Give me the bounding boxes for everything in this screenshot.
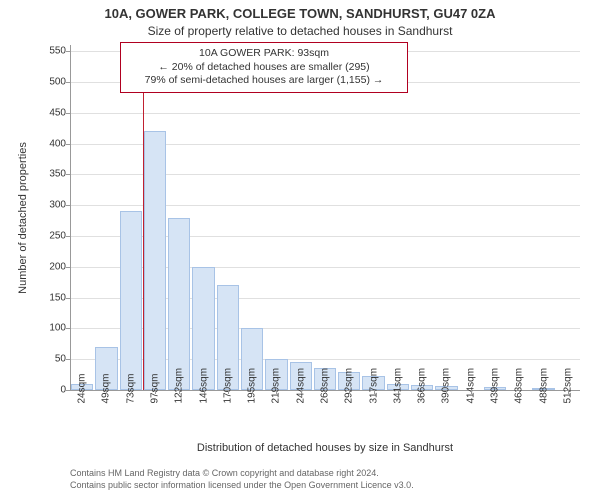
histogram-bar: [144, 131, 166, 390]
x-tick-mark: [349, 390, 350, 394]
annotation-box: 10A GOWER PARK: 93sqm ← 20% of detached …: [120, 42, 408, 93]
y-tick-label: 550: [49, 46, 66, 57]
x-tick-mark: [544, 390, 545, 394]
y-tick-mark: [66, 298, 70, 299]
x-tick-mark: [204, 390, 205, 394]
x-tick-mark: [519, 390, 520, 394]
y-tick-label: 500: [49, 76, 66, 87]
y-tick-label: 50: [55, 354, 66, 365]
x-tick-mark: [398, 390, 399, 394]
x-tick-mark: [228, 390, 229, 394]
y-tick-mark: [66, 82, 70, 83]
x-tick-mark: [374, 390, 375, 394]
y-tick-mark: [66, 267, 70, 268]
plot-area: [70, 45, 580, 390]
histogram-bar: [120, 211, 142, 390]
x-tick-mark: [301, 390, 302, 394]
x-tick-mark: [106, 390, 107, 394]
y-tick-mark: [66, 328, 70, 329]
y-tick-label: 200: [49, 261, 66, 272]
x-tick-mark: [568, 390, 569, 394]
x-tick-mark: [276, 390, 277, 394]
chart-container: 10A, GOWER PARK, COLLEGE TOWN, SANDHURST…: [0, 0, 600, 500]
y-tick-mark: [66, 236, 70, 237]
x-tick-mark: [422, 390, 423, 394]
y-tick-label: 350: [49, 169, 66, 180]
y-tick-mark: [66, 390, 70, 391]
annotation-line: 79% of semi-detached houses are larger (…: [129, 74, 399, 88]
annotation-line: ← 20% of detached houses are smaller (29…: [129, 61, 399, 75]
y-tick-mark: [66, 359, 70, 360]
title-address: 10A, GOWER PARK, COLLEGE TOWN, SANDHURST…: [0, 6, 600, 21]
title-subtitle: Size of property relative to detached ho…: [0, 24, 600, 38]
y-tick-label: 450: [49, 107, 66, 118]
x-axis-label: Distribution of detached houses by size …: [70, 442, 580, 454]
x-tick-mark: [82, 390, 83, 394]
x-tick-mark: [446, 390, 447, 394]
x-tick-mark: [495, 390, 496, 394]
y-tick-mark: [66, 205, 70, 206]
x-tick-mark: [155, 390, 156, 394]
y-axis-line: [70, 45, 71, 390]
gridline: [70, 113, 580, 114]
y-tick-mark: [66, 174, 70, 175]
x-tick-mark: [252, 390, 253, 394]
y-axis-label: Number of detached properties: [17, 142, 29, 294]
histogram-bar: [168, 218, 190, 391]
y-tick-mark: [66, 51, 70, 52]
x-tick-mark: [131, 390, 132, 394]
property-marker-line: [143, 45, 144, 390]
y-tick-label: 100: [49, 323, 66, 334]
y-tick-label: 250: [49, 230, 66, 241]
annotation-line: 10A GOWER PARK: 93sqm: [129, 47, 399, 61]
footer-attribution: Contains HM Land Registry data © Crown c…: [70, 468, 414, 491]
footer-line: Contains public sector information licen…: [70, 480, 414, 492]
x-tick-mark: [471, 390, 472, 394]
x-tick-mark: [179, 390, 180, 394]
y-tick-label: 300: [49, 200, 66, 211]
y-tick-label: 400: [49, 138, 66, 149]
y-tick-mark: [66, 144, 70, 145]
y-tick-label: 150: [49, 292, 66, 303]
x-tick-mark: [325, 390, 326, 394]
y-tick-mark: [66, 113, 70, 114]
footer-line: Contains HM Land Registry data © Crown c…: [70, 468, 414, 480]
